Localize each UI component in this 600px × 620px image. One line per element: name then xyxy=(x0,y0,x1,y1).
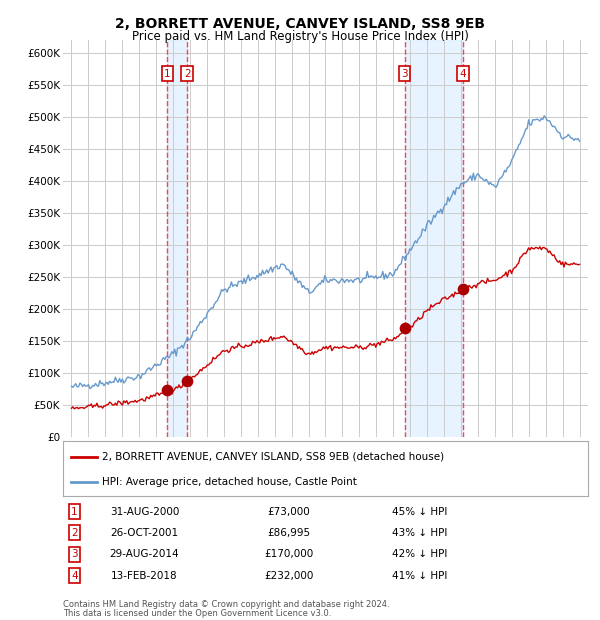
Text: Price paid vs. HM Land Registry's House Price Index (HPI): Price paid vs. HM Land Registry's House … xyxy=(131,30,469,43)
Text: £232,000: £232,000 xyxy=(264,570,313,580)
Bar xyxy=(167,40,187,437)
Text: 2: 2 xyxy=(71,528,78,538)
Text: 41% ↓ HPI: 41% ↓ HPI xyxy=(392,570,448,580)
Text: 2, BORRETT AVENUE, CANVEY ISLAND, SS8 9EB: 2, BORRETT AVENUE, CANVEY ISLAND, SS8 9E… xyxy=(115,17,485,32)
Text: 1: 1 xyxy=(164,69,171,79)
Text: 4: 4 xyxy=(71,570,78,580)
Text: 2, BORRETT AVENUE, CANVEY ISLAND, SS8 9EB (detached house): 2, BORRETT AVENUE, CANVEY ISLAND, SS8 9E… xyxy=(103,452,445,462)
Text: Contains HM Land Registry data © Crown copyright and database right 2024.: Contains HM Land Registry data © Crown c… xyxy=(63,600,389,609)
Text: 4: 4 xyxy=(460,69,466,79)
Bar xyxy=(404,40,463,437)
Text: 45% ↓ HPI: 45% ↓ HPI xyxy=(392,507,448,517)
Text: 3: 3 xyxy=(71,549,78,559)
Text: 1: 1 xyxy=(71,507,78,517)
Text: 42% ↓ HPI: 42% ↓ HPI xyxy=(392,549,448,559)
Text: 29-AUG-2014: 29-AUG-2014 xyxy=(110,549,179,559)
Text: £86,995: £86,995 xyxy=(267,528,310,538)
Point xyxy=(458,284,468,294)
Point xyxy=(163,386,172,396)
Text: 2: 2 xyxy=(184,69,191,79)
Point xyxy=(400,324,409,334)
Text: £73,000: £73,000 xyxy=(268,507,310,517)
Text: 26-OCT-2001: 26-OCT-2001 xyxy=(110,528,178,538)
Text: 13-FEB-2018: 13-FEB-2018 xyxy=(111,570,178,580)
Text: 43% ↓ HPI: 43% ↓ HPI xyxy=(392,528,448,538)
Text: This data is licensed under the Open Government Licence v3.0.: This data is licensed under the Open Gov… xyxy=(63,609,331,618)
Point xyxy=(182,376,192,386)
Text: 3: 3 xyxy=(401,69,408,79)
Text: £170,000: £170,000 xyxy=(264,549,313,559)
Text: 31-AUG-2000: 31-AUG-2000 xyxy=(110,507,179,517)
Text: HPI: Average price, detached house, Castle Point: HPI: Average price, detached house, Cast… xyxy=(103,477,357,487)
